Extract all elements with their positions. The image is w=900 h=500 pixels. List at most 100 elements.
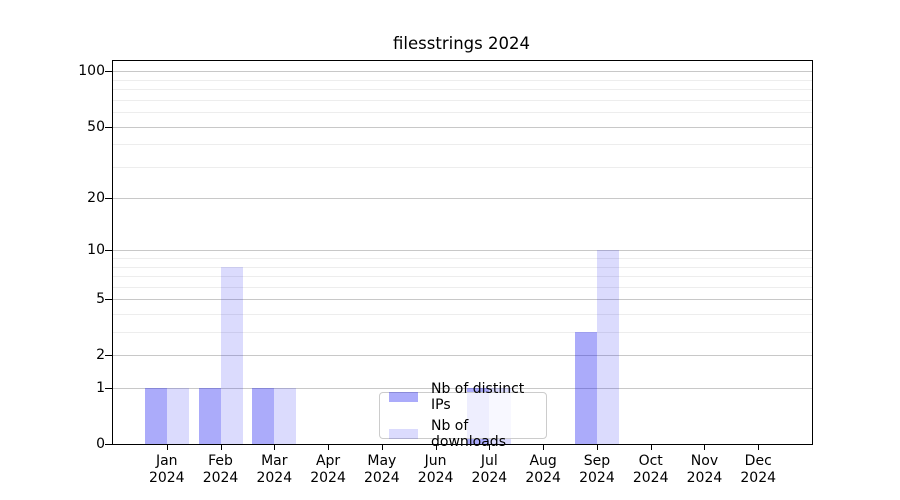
x-tick-month: Sep	[583, 453, 611, 469]
x-tick-nov	[704, 445, 706, 450]
gridline-minor-80	[113, 89, 812, 91]
y-tick-0	[105, 444, 112, 445]
y-tick-label-100: 100	[78, 63, 105, 80]
x-tick-year: 2024	[256, 470, 293, 486]
plot-area: 0 1 2 5 10 20 50 100 Jan 2024 Feb 2024 Mar 2024 Apr 202…	[78, 60, 813, 486]
y-tick-5	[105, 299, 112, 301]
x-tick-year: 2024	[686, 470, 723, 486]
x-tick-oct	[650, 445, 652, 450]
bar-downloads-feb	[220, 266, 243, 444]
x-tick-feb	[220, 445, 222, 450]
bar-ips-mar	[252, 388, 275, 444]
y-tick-20	[105, 198, 112, 200]
y-tick-50	[105, 126, 112, 128]
x-tick-label-oct: Oct 2024	[619, 453, 683, 487]
x-tick-apr	[328, 445, 330, 450]
y-tick-label-50: 50	[87, 118, 105, 135]
legend-label-downloads: Nb of downloads	[431, 418, 506, 450]
x-tick-aug	[543, 445, 545, 450]
y-tick-10	[105, 250, 112, 252]
y-tick-label-2: 2	[96, 347, 105, 364]
x-tick-month: Jul	[480, 453, 498, 469]
x-tick-year: 2024	[471, 470, 508, 486]
gridline-minor-6	[113, 286, 812, 288]
x-tick-month: Oct	[638, 453, 663, 469]
y-tick-label-0: 0	[96, 436, 105, 452]
bar-ips-feb	[198, 388, 221, 444]
gridline-major-1	[113, 388, 812, 390]
bar-ips-sep	[574, 332, 597, 444]
y-tick-label-10: 10	[87, 242, 105, 259]
gridline-minor-8	[113, 266, 812, 268]
x-tick-year: 2024	[417, 470, 454, 486]
gridline-major-2	[113, 355, 812, 357]
x-tick-label-nov: Nov 2024	[672, 453, 736, 487]
x-tick-label-feb: Feb 2024	[189, 453, 253, 487]
x-tick-month: May	[367, 453, 397, 469]
x-tick-label-jul: Jul 2024	[457, 453, 521, 487]
gridline-major-100	[113, 71, 812, 73]
x-tick-label-sep: Sep 2024	[565, 453, 629, 487]
x-tick-month: Jan	[155, 453, 178, 469]
gridline-minor-9	[113, 258, 812, 260]
x-tick-dec	[758, 445, 760, 450]
y-tick-label-5: 5	[96, 291, 105, 308]
legend-item-downloads: Nb of downloads	[380, 418, 546, 450]
x-tick-year: 2024	[632, 470, 669, 486]
x-tick-year: 2024	[740, 470, 777, 486]
x-tick-month: Aug	[529, 453, 557, 469]
gridlines-layer	[113, 61, 812, 444]
gridline-minor-3	[113, 332, 812, 334]
x-tick-month: Dec	[744, 453, 772, 469]
x-tick-year: 2024	[579, 470, 615, 486]
x-tick-label-dec: Dec 2024	[726, 453, 790, 487]
x-tick-jun	[435, 445, 437, 450]
legend: Nb of distinct IPs Nb of downloads	[379, 381, 547, 450]
gridline-minor-90	[113, 79, 812, 81]
gridline-major-5	[113, 299, 812, 301]
x-tick-month: Mar	[261, 453, 288, 469]
x-tick-jul	[489, 445, 491, 450]
gridline-minor-70	[113, 99, 812, 101]
x-tick-year: 2024	[364, 470, 400, 486]
x-tick-month: Apr	[315, 453, 341, 469]
x-tick-year: 2024	[202, 470, 239, 486]
gridline-minor-4	[113, 314, 812, 316]
x-tick-year: 2024	[310, 470, 346, 486]
x-tick-month: Jun	[424, 453, 447, 469]
x-tick-may	[381, 445, 383, 450]
gridline-major-50	[113, 126, 812, 128]
x-tick-label-jan: Jan 2024	[135, 453, 199, 487]
gridline-minor-7	[113, 276, 812, 278]
x-tick-month: Feb	[208, 453, 233, 469]
gridline-minor-60	[113, 112, 812, 114]
legend-swatch-distinct-ips-icon	[389, 392, 418, 402]
x-tick-jan	[166, 445, 168, 450]
legend-label-distinct-ips: Nb of distinct IPs	[431, 381, 525, 413]
gridline-major-20	[113, 198, 812, 200]
x-tick-sep	[596, 445, 598, 450]
x-tick-year: 2024	[525, 470, 561, 486]
legend-item-distinct-ips: Nb of distinct IPs	[380, 381, 546, 413]
x-tick-label-mar: Mar 2024	[242, 453, 306, 487]
bar-downloads-mar	[274, 388, 297, 444]
x-tick-month: Nov	[690, 453, 719, 469]
chart-title: filesstrings 2024	[393, 34, 530, 53]
y-tick-1	[105, 388, 112, 390]
bar-downloads-jan	[166, 388, 189, 444]
x-tick-label-apr: Apr 2024	[296, 453, 360, 487]
x-tick-label-may: May 2024	[350, 453, 414, 487]
gridline-minor-40	[113, 144, 812, 146]
legend-swatch-downloads-icon	[389, 429, 418, 439]
y-tick-2	[105, 355, 112, 357]
x-tick-label-jun: Jun 2024	[404, 453, 468, 487]
x-tick-mar	[274, 445, 276, 450]
gridline-minor-30	[113, 166, 812, 168]
y-tick-label-20: 20	[87, 190, 105, 207]
y-tick-label-1: 1	[96, 380, 105, 397]
x-tick-year: 2024	[148, 470, 185, 486]
gridline-major-10	[113, 250, 812, 252]
y-tick-100	[105, 71, 112, 73]
axis-ticks-layer: 0 1 2 5 10 20 50 100 Jan 2024 Feb 2024 Mar 2024 Apr 202…	[78, 61, 812, 486]
